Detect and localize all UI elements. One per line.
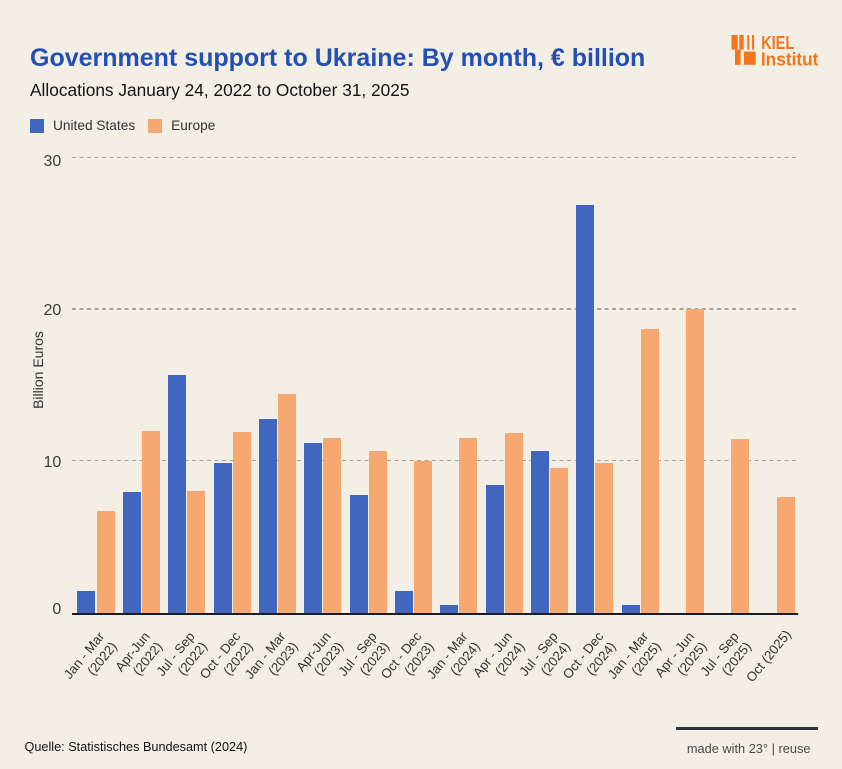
svg-text:KIEL: KIEL xyxy=(761,35,794,53)
svg-text:Institut: Institut xyxy=(761,49,819,68)
